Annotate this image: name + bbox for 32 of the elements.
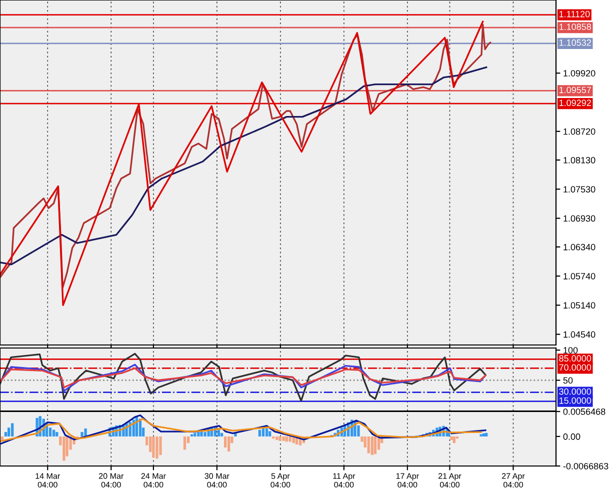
- y-tick-label: 1.06340: [564, 244, 596, 250]
- x-tick-label: 30 Mar 04:00: [204, 473, 230, 488]
- x-tick-label: 14 Mar 04:00: [36, 473, 60, 488]
- y-tick-label: -0.0066863: [563, 462, 608, 470]
- y-tick-label: 1.04540: [564, 331, 596, 338]
- ref-line-label: 70.0000: [559, 364, 592, 371]
- y-tick-label: 1.08720: [564, 128, 596, 135]
- x-tick-label: 17 Apr 04:00: [396, 473, 419, 488]
- ref-line-label: 1.09292: [559, 100, 591, 106]
- x-tick-label: 5 Apr 04:00: [270, 473, 290, 488]
- y-tick-label: 1.07530: [564, 186, 596, 193]
- ref-line-label: 1.10858: [559, 24, 592, 30]
- x-tick-label: 21 Apr 04:00: [438, 473, 462, 488]
- ref-line-label: 30.0000: [559, 388, 592, 395]
- y-tick-label: 1.05140: [564, 302, 596, 309]
- x-tick-label: 27 Apr 04:00: [502, 473, 525, 488]
- ref-line-label: 1.11120: [559, 10, 590, 18]
- ref-line-label: 15.0000: [559, 397, 592, 404]
- ref-line-label: 1.09557: [559, 86, 591, 94]
- y-tick-label: 100: [564, 347, 578, 354]
- x-tick-label: 20 Mar 04:00: [98, 473, 124, 488]
- y-tick-label: 0.00: [563, 433, 580, 440]
- y-tick-label: 0.0056468: [563, 408, 606, 415]
- y-tick-label: 1.09920: [564, 70, 596, 76]
- ref-line-label: 1.10532: [559, 39, 591, 46]
- y-tick-label: 50: [563, 377, 573, 384]
- y-tick-label: 1.06930: [564, 215, 596, 222]
- x-tick-label: 24 Mar 04:00: [141, 473, 166, 488]
- ref-line-label: 85.0000: [559, 355, 592, 362]
- x-tick-label: 11 Apr 04:00: [333, 473, 356, 488]
- y-tick-label: 1.05740: [564, 273, 596, 280]
- y-tick-label: 1.08130: [564, 156, 596, 164]
